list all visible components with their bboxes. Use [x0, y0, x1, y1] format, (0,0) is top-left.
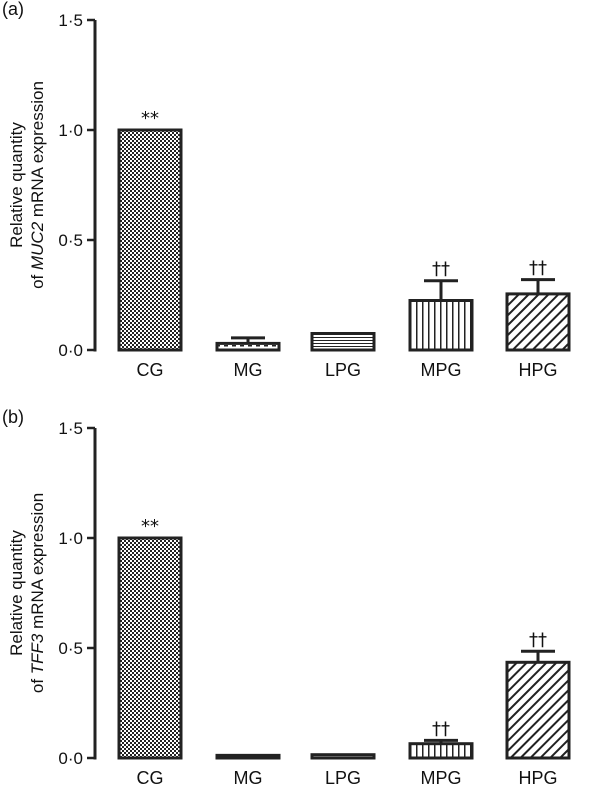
bar-lpg [310, 753, 376, 760]
bar-cg [117, 536, 183, 760]
significance-label-hpg: †† [529, 629, 547, 650]
bar-lpg [310, 332, 376, 352]
y-tick-label-b: 1·0 [58, 529, 83, 548]
category-label-mg: MG [234, 360, 263, 380]
y-axis-label-gene-b: TFF3 [28, 633, 47, 674]
bar-mg [215, 341, 281, 352]
significance-label-cg: ** [141, 108, 159, 129]
significance-label-mpg: †† [432, 259, 450, 280]
category-label-lpg: LPG [325, 768, 361, 788]
bar-hpg [505, 660, 571, 760]
y-axis-label-line1-a: Relative quantity [7, 122, 26, 248]
y-tick-label-b: 1·5 [58, 419, 83, 438]
category-label-lpg: LPG [325, 360, 361, 380]
y-tick-label-a: 1·0 [58, 121, 83, 140]
y-axis-label-a: Relative quantity of MUC2 mRNA expression [7, 81, 47, 289]
category-label-cg: CG [137, 768, 164, 788]
bar-mg [215, 753, 281, 760]
y-axis-label-line2-suffix-a: mRNA expression [28, 81, 47, 222]
panel-label-a: (a) [2, 0, 24, 19]
bar-mpg [408, 299, 474, 352]
y-tick-label-b: 0·0 [58, 749, 83, 768]
y-tick-label-a: 0·5 [58, 231, 83, 250]
bar-hpg [505, 292, 571, 352]
significance-label-hpg: †† [529, 258, 547, 279]
category-label-mpg: MPG [420, 360, 461, 380]
y-axis-label-b: Relative quantityof TFF3 mRNA expression [7, 493, 47, 693]
bar-cg [117, 128, 183, 352]
y-axis-label-line2-prefix-a: of [28, 270, 47, 289]
chart-panel-b: (b) 0·0 0·5 1·0 1·5 Relative quantityof TFF3 … [2, 407, 571, 788]
y-axis-label-gene-a: MUC2 [28, 221, 47, 270]
significance-label-cg: ** [141, 516, 159, 537]
y-axis-label-line2-prefix-b: of [28, 674, 47, 693]
y-tick-label-a: 0·0 [58, 341, 83, 360]
category-label-hpg: HPG [518, 360, 557, 380]
panel-label-b: (b) [2, 407, 24, 427]
category-label-hpg: HPG [518, 768, 557, 788]
category-label-mg: MG [234, 768, 263, 788]
chart-panel-a: (a) 0·0 0·5 1·0 1·5 Relative quantity of MUC2 … [2, 0, 571, 380]
category-label-cg: CG [137, 360, 164, 380]
y-tick-label-a: 1·5 [58, 11, 83, 30]
bar-mpg [408, 742, 474, 760]
y-tick-label-b: 0·5 [58, 639, 83, 658]
y-axis-label-line2-suffix-b: mRNA expression [28, 493, 47, 634]
y-axis-label-line1-b: Relative quantity [7, 530, 26, 656]
significance-label-mpg: †† [432, 718, 450, 739]
category-label-mpg: MPG [420, 768, 461, 788]
